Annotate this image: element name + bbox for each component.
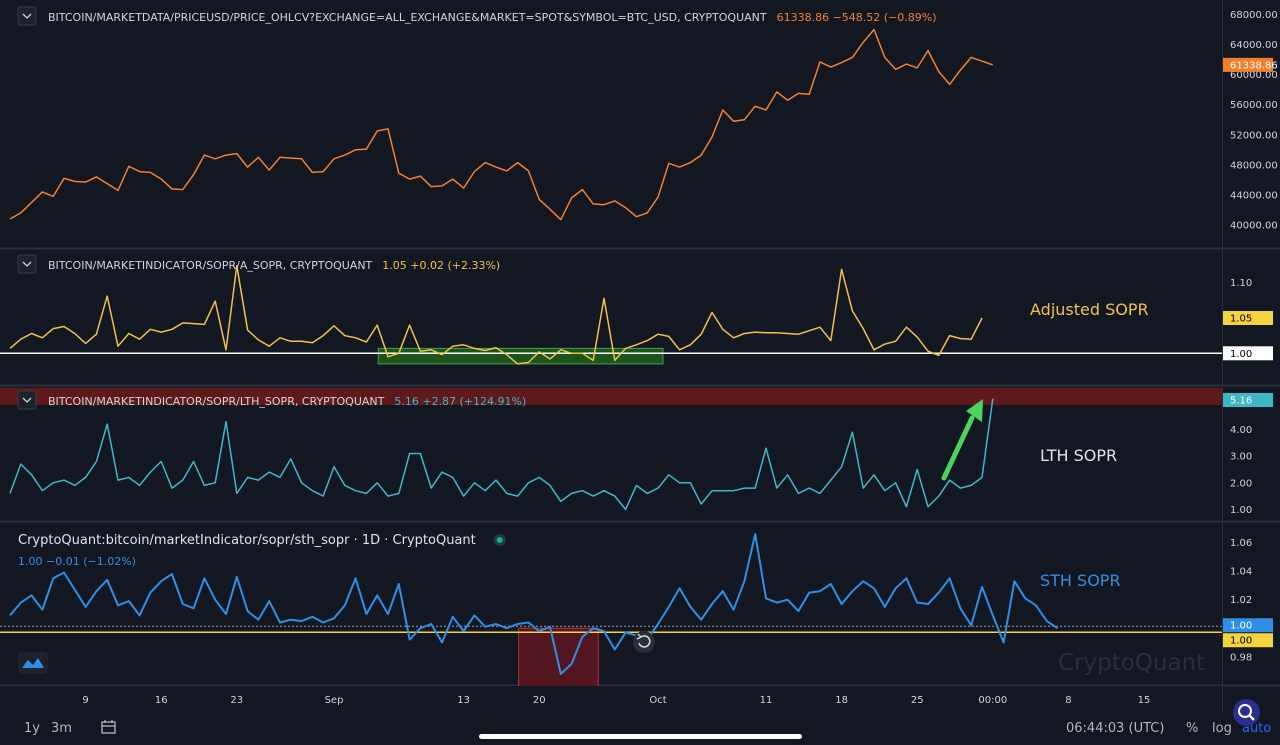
axis-tick-label: 56000.00 — [1230, 100, 1278, 111]
pane-legends: BITCOIN/MARKETDATA/PRICEUSD/PRICE_OHLCV?… — [17, 6, 1205, 676]
zoom-icon[interactable] — [1233, 699, 1260, 726]
reset-icon — [638, 635, 651, 648]
time-axis-tick-label: 20 — [533, 695, 546, 706]
price-axis[interactable]: 68000.00 64000.00 60000.00 56000.00 52000.00… — [1223, 10, 1278, 663]
time-axis-tick-label: 23 — [230, 695, 243, 706]
range-1y-button[interactable]: 1y — [24, 721, 40, 736]
tv-logo-icon — [18, 652, 48, 674]
chevron-down-icon — [22, 397, 32, 403]
time-axis-tick-label: 8 — [1065, 695, 1071, 706]
bottom-toolbar: 1y 3m 06:44:03 (UTC) % log auto — [0, 712, 1280, 745]
range-3m-button[interactable]: 3m — [51, 721, 72, 736]
sth-legend: CryptoQuant:bitcoin/marketIndicator/sopr… — [18, 533, 1205, 676]
axis-tick-label: 52000.00 — [1230, 130, 1278, 141]
lth-series-line — [9, 398, 994, 511]
axis-tick-label: 1.00 — [1230, 505, 1252, 516]
axis-tick-label: 40000.00 — [1230, 220, 1278, 231]
sth-last-value-tag — [1223, 618, 1273, 633]
time-axis-background — [0, 686, 1222, 712]
axis-tick-label: 3.00 — [1230, 452, 1252, 463]
reset-scale-button[interactable] — [633, 631, 655, 653]
axis-tick-label: 60000.00 — [1230, 70, 1278, 81]
clock-readout[interactable]: 06:44:03 (UTC) — [1066, 721, 1165, 736]
reset-arrow-icon — [636, 633, 643, 640]
axis-tick-label: 1.04 — [1230, 567, 1252, 578]
sth-last-value-label: 1.00 — [1230, 621, 1252, 632]
asopr-legend-value: 1.05 +0.02 (+2.33%) — [382, 259, 500, 272]
time-axis-tick-label: Sep — [325, 695, 344, 706]
lth-legend: BITCOIN/MARKETINDICATOR/SOPR/LTH_SOPR, C… — [17, 390, 526, 410]
axis-tick-label: 44000.00 — [1230, 190, 1278, 201]
home-indicator — [479, 734, 802, 739]
time-axis-tick-label: 13 — [457, 695, 470, 706]
axis-tick-label: 0.98 — [1230, 652, 1252, 663]
arrow-head-icon — [966, 399, 983, 422]
tv-logo-shape — [22, 658, 44, 668]
lth-top-band — [0, 388, 1222, 405]
reference-lines — [0, 352, 1222, 634]
time-axis-tick-label: 9 — [82, 695, 88, 706]
time-axis-tick-label: 11 — [760, 695, 773, 706]
time-axis[interactable]: 9 16 23 Sep 13 20 Oct 11 18 25 00:00 8 15 — [0, 686, 1222, 712]
percent-scale-toggle[interactable]: % — [1186, 721, 1199, 736]
price-legend-value: 61338.86 −548.52 (−0.89%) — [777, 11, 937, 24]
lth-last-value-tag — [1223, 393, 1273, 407]
lth-last-value-label: 5.16 — [1230, 396, 1252, 407]
collapse-toggle[interactable] — [17, 254, 37, 274]
asopr-legend: BITCOIN/MARKETINDICATOR/SOPR/A_SOPR, CRY… — [17, 254, 500, 274]
price-last-value-tag — [1223, 57, 1273, 72]
price-legend: BITCOIN/MARKETDATA/PRICEUSD/PRICE_OHLCV?… — [17, 6, 937, 26]
price-last-value-label: 61338.86 — [1230, 60, 1278, 71]
lth-annotation: LTH SOPR — [1040, 446, 1117, 465]
log-scale-toggle[interactable]: log — [1212, 721, 1232, 736]
price-series-line — [9, 28, 994, 221]
time-axis-tick-label: Oct — [649, 695, 666, 706]
cryptoquant-watermark: CryptoQuant — [1058, 650, 1205, 676]
chevron-down-icon — [22, 261, 32, 267]
axis-tick-label: 2.00 — [1230, 478, 1252, 489]
asopr-ref-tag — [1223, 346, 1273, 361]
series-lines — [9, 28, 1059, 675]
axis-tick-label: 64000.00 — [1230, 40, 1278, 51]
time-axis-tick-label: 15 — [1138, 695, 1151, 706]
time-axis-tick-label: 25 — [911, 695, 924, 706]
axis-tick-label: 4.00 — [1230, 425, 1252, 436]
sth-series-line — [9, 533, 1059, 675]
sth-ref-label: 1.00 — [1230, 636, 1252, 647]
pane-separators — [0, 0, 1280, 712]
arrow-shaft — [941, 415, 975, 481]
collapse-toggle[interactable] — [17, 390, 37, 410]
sth-legend-title: CryptoQuant:bitcoin/marketIndicator/sopr… — [18, 533, 476, 548]
asopr-last-value-label: 1.05 — [1230, 314, 1252, 325]
sth-annotation: STH SOPR — [1040, 571, 1121, 590]
asopr-last-value-tag — [1223, 311, 1273, 325]
collapse-toggle[interactable] — [17, 6, 37, 26]
asopr-ref-label: 1.00 — [1230, 349, 1252, 360]
axis-tick-label: 68000.00 — [1230, 10, 1278, 21]
sth-legend-value: 1.00 −0.01 (−1.02%) — [18, 555, 136, 568]
chevron-down-icon — [22, 13, 32, 19]
time-axis-tick-label: 18 — [835, 695, 848, 706]
time-axis-tick-label: 00:00 — [978, 695, 1007, 706]
axis-tick-label: 1.10 — [1230, 278, 1252, 289]
sth-ref-tag — [1223, 633, 1273, 648]
asopr-legend-title: BITCOIN/MARKETINDICATOR/SOPR/A_SOPR, CRY… — [48, 259, 373, 272]
time-axis-tick-label: 16 — [155, 695, 168, 706]
green-arrow-annotation — [941, 399, 983, 481]
asopr-series-line — [9, 265, 983, 365]
price-legend-title: BITCOIN/MARKETDATA/PRICEUSD/PRICE_OHLCV?… — [48, 11, 767, 24]
date-range-icon[interactable] — [100, 719, 118, 739]
axis-tick-label: 1.02 — [1230, 595, 1252, 606]
status-dot-core-icon — [496, 537, 503, 543]
axis-tick-label: 1.06 — [1230, 538, 1252, 549]
lth-legend-value: 5.16 +2.87 (+124.91%) — [394, 395, 526, 408]
asopr-annotation: Adjusted SOPR — [1030, 300, 1149, 319]
axis-tick-label: 48000.00 — [1230, 160, 1278, 171]
lth-legend-title: BITCOIN/MARKETINDICATOR/SOPR/LTH_SOPR, C… — [48, 395, 385, 408]
